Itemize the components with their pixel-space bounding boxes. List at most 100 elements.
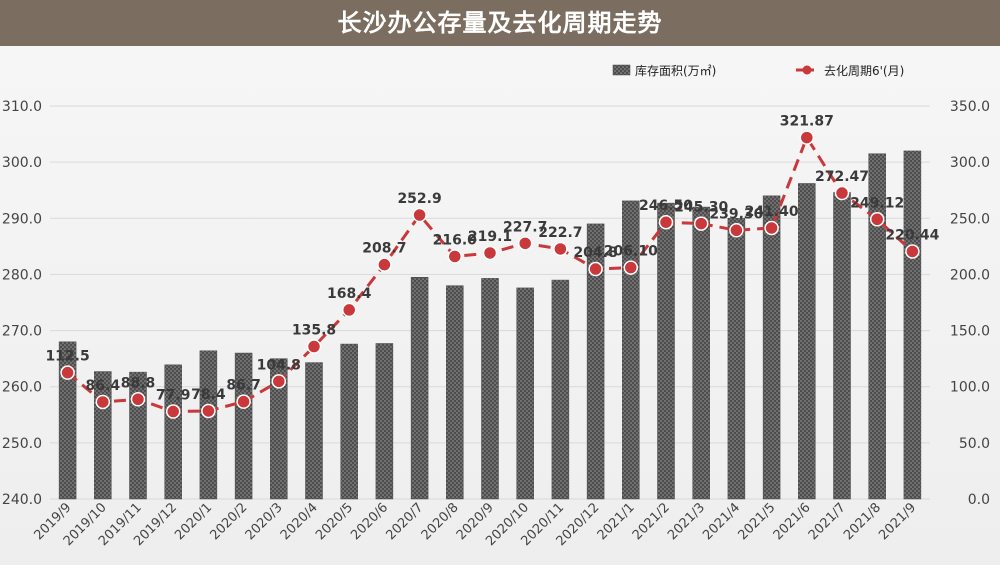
line-series [60,130,920,419]
bar-series [58,150,922,500]
line-data-label: 222.7 [538,225,582,241]
y-right-tick-label: 150.0 [950,324,990,340]
x-tick-label: 2020/1 [172,500,215,543]
bar [270,358,288,500]
line-data-label: 219.1 [468,229,512,245]
line-point [658,214,674,230]
y-right-tick-label: 100.0 [950,380,990,396]
legend-line-label: 去化周期6'(月) [824,64,904,78]
x-tick-label: 2021/9 [876,500,919,543]
y-right-tick-label: 300.0 [950,155,990,171]
bar [762,195,781,500]
bar [340,343,358,500]
legend: 库存面积(万㎡) 去化周期6'(月) [612,63,904,78]
line-point [482,245,498,261]
line-data-label: 204.8 [573,245,617,261]
bar [481,278,499,500]
line-data-label: 239.30 [709,206,763,222]
x-tick-label: 2021/2 [630,500,673,543]
y-right-tick-label: 50.0 [959,436,990,452]
line-point [729,223,744,238]
y-left-tick-label: 260.0 [2,380,42,396]
line-point [377,257,392,272]
bar [164,364,182,500]
bar [833,192,851,500]
y-left-tick-label: 280.0 [2,267,42,283]
bar [903,150,922,500]
line-point [693,216,709,231]
line-point [271,374,287,389]
line-point [130,392,146,407]
bar [234,352,253,500]
bar [305,362,323,500]
line-data-label: 104.8 [257,357,301,373]
line-point [623,260,639,275]
line-point [869,212,885,227]
line-point [799,130,815,145]
line-point [306,339,322,354]
x-tick-label: 2021/5 [735,500,778,543]
line-point [588,261,603,277]
y-left-tick-label: 290.0 [2,211,42,227]
legend-bar-swatch [612,64,631,76]
line-point [201,403,216,419]
line-point [447,249,463,264]
x-tick-label: 2020/3 [243,500,286,543]
bar [199,350,218,500]
x-tick-label: 2020/4 [278,500,321,543]
bar [446,285,464,500]
bar [516,287,534,500]
line-point [412,207,427,223]
y-right-tick-label: 350.0 [950,99,990,115]
line-data-label: 86.4 [86,378,121,394]
line-point [341,302,357,318]
line-data-label: 272.47 [815,169,869,185]
bar [727,218,746,500]
y-right-tick-label: 0.0 [968,492,990,508]
x-tick-label: 2020/2 [207,500,250,543]
line-data-label: 216.0 [433,232,478,248]
bar [410,276,429,500]
line-data-label: 88.8 [121,375,156,391]
x-tick-label: 2020/7 [383,500,426,543]
y-left-tick-label: 310.0 [2,99,42,115]
x-tick-label: 2020/5 [313,500,356,543]
bar [692,206,710,500]
data-labels: 112.5 86.4 88.877.9 78.486.7 104.8 135.8 168.4… [45,114,939,404]
legend-line-marker [802,65,812,75]
line-data-label: 245.30 [674,200,728,216]
line-point [834,185,850,201]
line-data-label: 168.4 [327,286,372,302]
line-data-label: 246.50 [639,198,693,214]
line-point [60,365,75,380]
chart-title: 长沙办公存量及去化周期走势 [337,9,663,37]
bar [586,223,605,500]
line-data-label: 86.7 [226,378,261,394]
bar [551,279,570,500]
y-right-tick-label: 250.0 [950,211,990,227]
bar [868,153,886,500]
bar [657,202,675,500]
y-left-tick-label: 240.0 [2,492,42,508]
line-data-label: 252.9 [397,191,441,207]
y-right-tick-label: 200.0 [950,267,990,283]
y-left-tick-label: 300.0 [2,155,42,171]
line-data-label: 135.8 [292,323,336,339]
line-data-label: 241.40 [745,204,799,220]
legend-bar-label: 库存面积(万㎡) [635,63,716,78]
bar [58,341,77,500]
line-point [95,394,111,410]
line-data-label: 227.7 [503,219,547,235]
line-data-label: 321.87 [780,114,834,130]
line-point [553,241,568,257]
line-data-label: 77.9 [156,388,191,404]
line-data-label: 220.44 [885,227,939,243]
x-tick-label: 2021/4 [700,500,743,543]
bar [622,200,640,500]
x-tick-label: 2021/7 [806,500,849,543]
bar [798,183,816,500]
x-tick-label: 2021/6 [771,500,814,543]
y-left-tick-label: 250.0 [2,436,42,452]
line-point [517,236,533,251]
title-banner: 长沙办公存量及去化周期走势 [0,0,1000,46]
